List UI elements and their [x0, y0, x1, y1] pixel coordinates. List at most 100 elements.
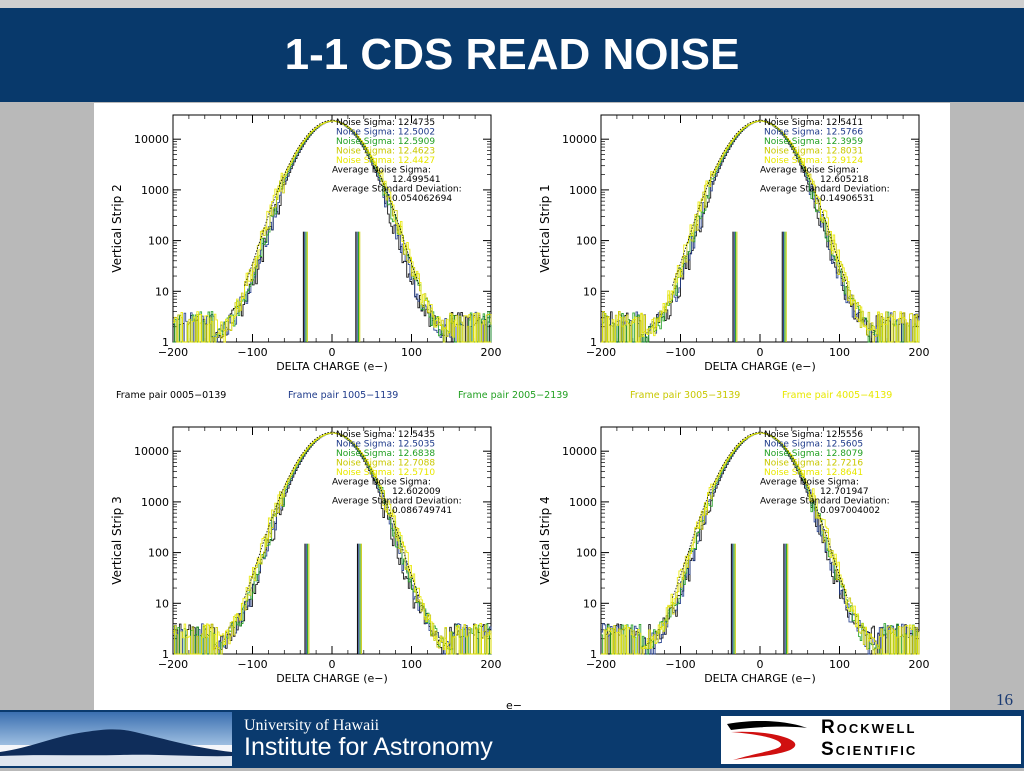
- x-tick-label: 200: [909, 658, 930, 671]
- noise-sigma-label: Noise Sigma: 12.9124: [764, 156, 863, 166]
- noise-sigma-label: Noise Sigma: 12.6838: [336, 449, 435, 459]
- avg-noise-sigma-value: 12.602009: [392, 487, 441, 497]
- y-tick-label: 1000: [569, 496, 597, 509]
- plot-frame: [172, 114, 492, 343]
- avg-std-dev-label: Average Standard Deviation:: [332, 497, 462, 507]
- noise-sigma-label: Noise Sigma: 12.7088: [336, 459, 435, 469]
- figure-panel: 1 10 100 1000 10000 −200 −100 0 100 200 DELTA CHAR…: [94, 103, 950, 712]
- avg-std-dev-label: Average Standard Deviation:: [760, 185, 890, 195]
- chart-panel-2: 1 10 100 1000 10000 −200 −100 0 100 200 DELTA CHAR…: [538, 114, 930, 373]
- noise-sigma-label: Noise Sigma: 12.5035: [336, 440, 435, 450]
- y-tick-label: 100: [148, 235, 169, 248]
- avg-std-dev-label: Average Standard Deviation:: [760, 497, 890, 507]
- y-tick-label: 100: [576, 235, 597, 248]
- noise-sigma-label: Noise Sigma: 12.4735: [336, 118, 435, 128]
- legend-item: Frame pair 1005−1139: [288, 390, 398, 401]
- histogram-series: [601, 120, 919, 343]
- noise-sigma-label: Noise Sigma: 12.4427: [336, 156, 435, 166]
- avg-noise-sigma-label: Average Noise Sigma:: [332, 478, 431, 488]
- histogram-series: [601, 120, 920, 343]
- x-tick-label: 100: [401, 658, 422, 671]
- histogram-series: [173, 432, 492, 655]
- noise-sigma-label: Noise Sigma: 12.7216: [764, 459, 863, 469]
- x-tick-label: −100: [665, 346, 695, 359]
- avg-std-dev-value: 0.086749741: [392, 506, 452, 516]
- legend: Frame pair 0005−0139 Frame pair 1005−1139…: [116, 390, 892, 401]
- x-tick-label: 0: [329, 658, 336, 671]
- histogram-series: [601, 120, 920, 343]
- y-tick-label: 10000: [134, 133, 169, 146]
- top-strip: [0, 0, 1024, 8]
- y-tick-label: 1000: [569, 184, 597, 197]
- avg-noise-sigma-label: Average Noise Sigma:: [760, 166, 859, 176]
- x-tick-label: 200: [909, 346, 930, 359]
- avg-std-dev-label: Average Standard Deviation:: [332, 185, 462, 195]
- page-number: 16: [996, 690, 1013, 709]
- x-tick-label: −100: [237, 346, 267, 359]
- x-tick-label: 200: [481, 658, 502, 671]
- mauna-kea-logo: [0, 712, 232, 766]
- noise-sigma-label: Noise Sigma: 12.5766: [764, 128, 863, 138]
- x-tick-label: 0: [757, 658, 764, 671]
- y-axis-label: Vertical Strip 1: [538, 184, 552, 272]
- fit-curve: [244, 119, 420, 286]
- plot-frame: [172, 426, 492, 655]
- x-tick-label: −200: [586, 346, 616, 359]
- histogram-series: [601, 432, 919, 655]
- histogram-series: [173, 120, 491, 343]
- chart-panel-3: 1 10 100 1000 10000 −200 −100 0 100 200 DELTA CHAR…: [110, 426, 502, 685]
- x-tick-label: −200: [586, 658, 616, 671]
- rockwell-swoosh-icon: [727, 721, 807, 760]
- noise-sigma-label: Noise Sigma: 12.5002: [336, 128, 435, 138]
- noise-sigma-label: Noise Sigma: 12.5411: [764, 118, 863, 128]
- histogram-series: [173, 432, 491, 655]
- y-tick-label: 1: [162, 336, 169, 349]
- slide-title: 1-1 CDS READ NOISE: [284, 30, 740, 79]
- avg-std-dev-value: 0.097004002: [820, 506, 880, 516]
- histogram-series: [173, 120, 492, 343]
- rockwell-line1: Rockwell: [821, 717, 917, 738]
- histogram-series: [173, 120, 492, 343]
- y-tick-label: 1: [590, 648, 597, 661]
- histogram-series: [601, 432, 919, 655]
- noise-sigma-label: Noise Sigma: 12.8641: [764, 468, 863, 478]
- fit-curve: [244, 431, 420, 598]
- y-tick-label: 100: [148, 547, 169, 560]
- avg-noise-sigma-label: Average Noise Sigma:: [760, 478, 859, 488]
- x-axis-label: DELTA CHARGE (e−): [704, 360, 816, 373]
- x-tick-label: 100: [829, 346, 850, 359]
- avg-noise-sigma-value: 12.499541: [392, 175, 441, 185]
- x-axis-label: DELTA CHARGE (e−): [276, 672, 388, 685]
- rockwell-logo: Rockwell Scientific: [721, 716, 1021, 764]
- avg-noise-sigma-value: 12.701947: [820, 487, 869, 497]
- y-tick-label: 10: [583, 285, 597, 298]
- legend-item: Frame pair 2005−2139: [458, 390, 568, 401]
- x-tick-label: −100: [665, 658, 695, 671]
- y-tick-label: 1000: [141, 496, 169, 509]
- title-bar: 1-1 CDS READ NOISE: [0, 8, 1024, 102]
- y-tick-label: 10000: [562, 445, 597, 458]
- fit-curve: [672, 119, 848, 286]
- x-tick-label: 0: [329, 346, 336, 359]
- chart-panel-1: 1 10 100 1000 10000 −200 −100 0 100 200 DELTA CHAR…: [110, 114, 502, 373]
- y-axis-label: Vertical Strip 2: [110, 184, 124, 272]
- y-tick-label: 10000: [134, 445, 169, 458]
- avg-std-dev-value: 0.14906531: [820, 194, 874, 204]
- uh-name: University of Hawaii: [244, 717, 380, 734]
- x-tick-label: −200: [158, 346, 188, 359]
- histogram-series: [601, 120, 920, 343]
- noise-sigma-label: Noise Sigma: 12.5710: [336, 468, 435, 478]
- x-tick-label: −200: [158, 658, 188, 671]
- x-tick-label: 100: [401, 346, 422, 359]
- histogram-series: [173, 120, 492, 343]
- y-tick-label: 10: [155, 597, 169, 610]
- legend-item: Frame pair 0005−0139: [116, 390, 226, 401]
- y-axis-label: Vertical Strip 4: [538, 496, 552, 584]
- avg-noise-sigma-label: Average Noise Sigma:: [332, 166, 431, 176]
- histogram-series: [601, 432, 920, 655]
- fit-curve: [672, 431, 848, 598]
- noise-sigma-label: Noise Sigma: 12.5605: [764, 440, 863, 450]
- histogram-series: [601, 432, 919, 655]
- histogram-series: [601, 432, 920, 655]
